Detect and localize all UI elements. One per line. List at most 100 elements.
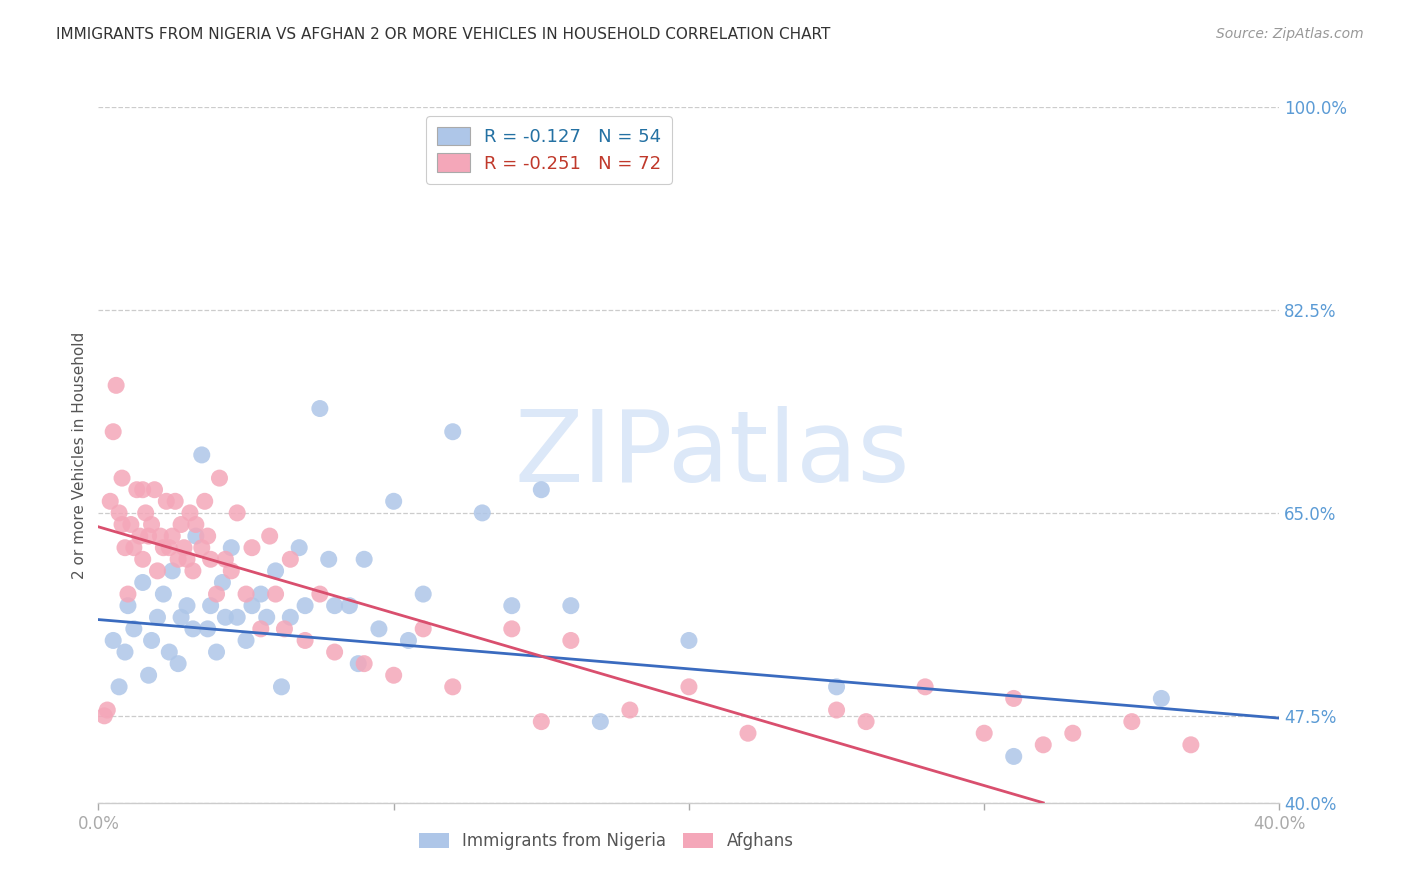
Point: [737, 726, 759, 740]
Point: [122, 622, 145, 636]
Point: [205, 645, 228, 659]
Point: [1032, 738, 1054, 752]
Point: [149, 529, 172, 543]
Point: [111, 471, 134, 485]
Point: [382, 494, 405, 508]
Point: [589, 714, 612, 729]
Point: [108, 680, 131, 694]
Point: [323, 645, 346, 659]
Y-axis label: 2 or more Vehicles in Household: 2 or more Vehicles in Household: [72, 331, 87, 579]
Point: [214, 552, 236, 566]
Point: [441, 425, 464, 439]
Point: [103, 633, 125, 648]
Point: [240, 541, 263, 555]
Point: [530, 714, 553, 729]
Point: [1062, 726, 1084, 740]
Point: [141, 633, 163, 648]
Point: [165, 494, 187, 508]
Point: [117, 599, 139, 613]
Point: [200, 552, 222, 566]
Point: [441, 680, 464, 694]
Point: [170, 517, 193, 532]
Point: [1180, 738, 1202, 752]
Point: [412, 622, 434, 636]
Point: [132, 483, 155, 497]
Point: [221, 564, 243, 578]
Point: [226, 610, 249, 624]
Point: [256, 610, 278, 624]
Point: [1002, 691, 1025, 706]
Point: [132, 575, 155, 590]
Point: [138, 529, 160, 543]
Point: [167, 657, 190, 671]
Point: [825, 703, 848, 717]
Point: [111, 517, 134, 532]
Point: [678, 680, 700, 694]
Point: [176, 552, 198, 566]
Point: [398, 633, 420, 648]
Point: [141, 517, 163, 532]
Point: [167, 552, 190, 566]
Point: [138, 668, 160, 682]
Point: [273, 622, 295, 636]
Point: [471, 506, 494, 520]
Point: [280, 552, 302, 566]
Point: [309, 401, 332, 416]
Point: [501, 599, 523, 613]
Point: [914, 680, 936, 694]
Point: [93, 709, 115, 723]
Point: [184, 517, 207, 532]
Point: [155, 494, 177, 508]
Point: [339, 599, 361, 613]
Point: [103, 425, 125, 439]
Point: [162, 564, 183, 578]
Point: [184, 529, 207, 543]
Point: [122, 541, 145, 555]
Point: [560, 599, 582, 613]
Point: [96, 703, 118, 717]
Text: IMMIGRANTS FROM NIGERIA VS AFGHAN 2 OR MORE VEHICLES IN HOUSEHOLD CORRELATION CH: IMMIGRANTS FROM NIGERIA VS AFGHAN 2 OR M…: [56, 27, 831, 42]
Point: [114, 541, 136, 555]
Point: [191, 448, 214, 462]
Point: [235, 633, 257, 648]
Point: [208, 471, 231, 485]
Point: [288, 541, 311, 555]
Point: [259, 529, 281, 543]
Point: [264, 587, 287, 601]
Point: [501, 622, 523, 636]
Text: ZIPatlas: ZIPatlas: [515, 407, 910, 503]
Point: [318, 552, 340, 566]
Point: [205, 587, 228, 601]
Point: [309, 587, 332, 601]
Point: [1150, 691, 1173, 706]
Point: [157, 645, 180, 659]
Point: [250, 622, 273, 636]
Point: [194, 494, 217, 508]
Point: [105, 378, 128, 392]
Point: [162, 529, 183, 543]
Point: [98, 494, 121, 508]
Point: [176, 599, 198, 613]
Point: [1121, 714, 1143, 729]
Point: [214, 610, 236, 624]
Point: [146, 564, 169, 578]
Point: [211, 575, 233, 590]
Point: [825, 680, 848, 694]
Point: [221, 541, 243, 555]
Point: [412, 587, 434, 601]
Point: [197, 622, 219, 636]
Point: [264, 564, 287, 578]
Point: [157, 541, 180, 555]
Point: [108, 506, 131, 520]
Point: [197, 529, 219, 543]
Point: [235, 587, 257, 601]
Point: [181, 622, 204, 636]
Point: [353, 657, 375, 671]
Point: [132, 552, 155, 566]
Point: [200, 599, 222, 613]
Point: [128, 529, 150, 543]
Point: [173, 541, 195, 555]
Point: [143, 483, 166, 497]
Point: [294, 599, 316, 613]
Point: [678, 633, 700, 648]
